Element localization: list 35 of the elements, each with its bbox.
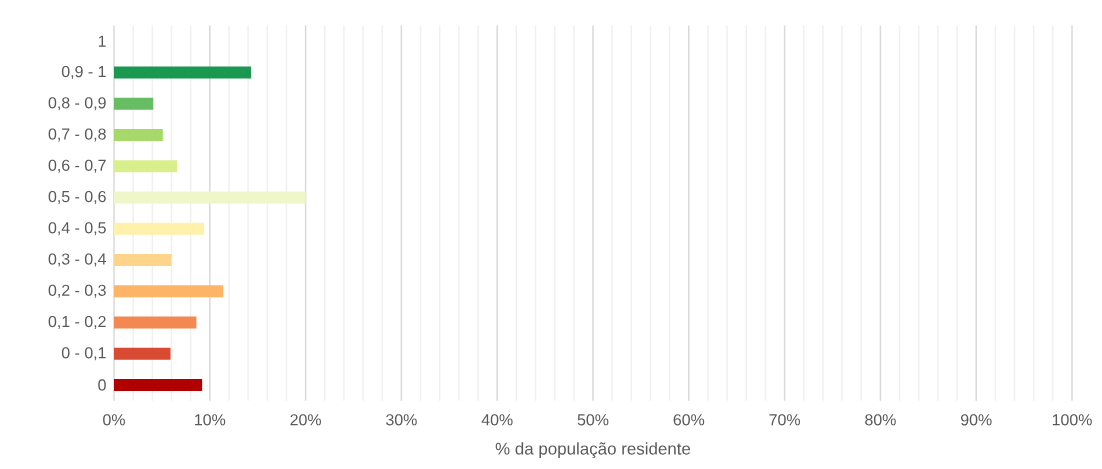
y-tick-label: 0,5 - 0,6 — [48, 190, 106, 205]
y-tick-label: 1 — [98, 35, 106, 47]
y-tick-label: 0,9 - 1 — [61, 65, 106, 80]
x-tick-label: 80% — [865, 414, 896, 426]
x-axis-title: % da população residente — [495, 442, 691, 459]
x-tick-label: 20% — [290, 414, 321, 426]
x-tick-label: 30% — [386, 414, 417, 426]
x-tick-label: 70% — [769, 414, 800, 426]
y-tick-label: 0,4 - 0,5 — [48, 222, 106, 236]
bar — [114, 316, 197, 329]
y-tick-label: 0,2 - 0,3 — [48, 284, 106, 298]
x-tick-label: 0% — [103, 414, 125, 426]
bar — [114, 97, 154, 110]
bar — [114, 191, 306, 204]
bar — [114, 160, 178, 173]
bar — [114, 285, 224, 298]
y-tick-label: 0,3 - 0,4 — [48, 253, 106, 267]
x-tick-label: 100% — [1052, 414, 1092, 426]
y-tick-label: 0 - 0,1 — [61, 347, 106, 361]
x-tick-label: 60% — [673, 414, 705, 426]
bar — [114, 379, 203, 391]
y-tick-label: 0,1 - 0,2 — [48, 315, 106, 330]
y-tick-label: 0,6 - 0,7 — [48, 159, 106, 173]
y-tick-label: 0 — [98, 379, 106, 391]
bar — [114, 66, 251, 79]
bar — [114, 129, 163, 141]
x-tick-label: 50% — [577, 414, 609, 426]
bar — [114, 347, 171, 360]
y-tick-label: 0,8 - 0,9 — [48, 97, 106, 111]
x-tick-label: 10% — [195, 414, 226, 426]
bar — [114, 254, 172, 266]
y-tick-label: 0,7 - 0,8 — [48, 128, 106, 142]
x-tick-label: 40% — [481, 414, 513, 426]
bar — [114, 222, 205, 235]
x-tick-label: 90% — [961, 414, 992, 426]
